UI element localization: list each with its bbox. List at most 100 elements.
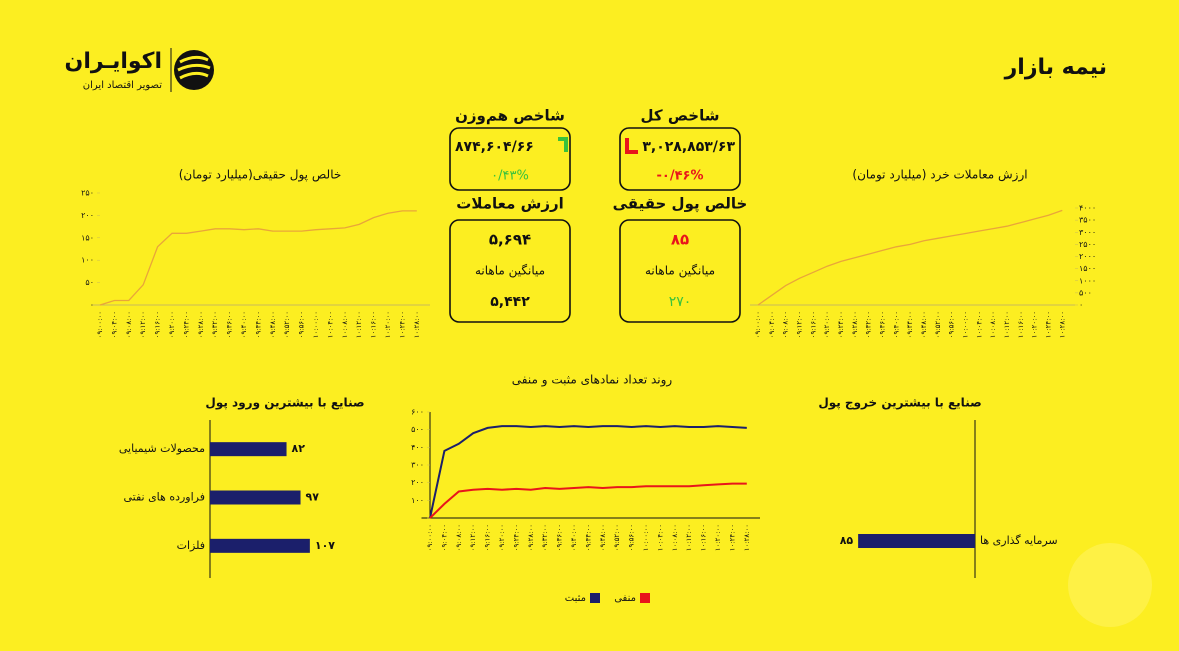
y-tick-label: ۲۵۰ <box>81 189 94 198</box>
y-tick-label: ۱۵۰۰ <box>1079 264 1096 273</box>
y-tick-label: ۰ <box>90 301 94 310</box>
x-tick-label: ۰۹:۲۰:۰۰ <box>823 311 831 338</box>
stat-label: شاخص کل <box>641 107 720 125</box>
category-label: فلزات <box>177 539 205 552</box>
chart-title: روند تعداد نمادهای مثبت و منفی <box>512 373 673 388</box>
x-tick-label: ۰۹:۰۸:۰۰ <box>782 311 790 338</box>
x-tick-label: ۱۰:۰۰:۰۰ <box>961 311 969 338</box>
y-tick-label: ۲۰۰ <box>81 211 94 220</box>
x-tick-label: ۰۹:۲۴:۰۰ <box>837 311 845 338</box>
x-tick-label: ۰۹:۴۴:۰۰ <box>254 311 262 338</box>
x-tick-label: ۰۹:۲۴:۰۰ <box>512 524 520 551</box>
x-tick-label: ۱۰:۲۸:۰۰ <box>413 311 421 338</box>
stat-label: خالص پول حقیقی <box>613 195 748 214</box>
x-tick-label: ۱۰:۱۶:۰۰ <box>700 524 708 551</box>
x-tick-label: ۰۹:۳۲:۰۰ <box>541 524 549 551</box>
watermark <box>1068 543 1152 627</box>
x-tick-label: ۱۰:۰۸:۰۰ <box>341 311 349 338</box>
y-tick-label: ۴۰۰۰ <box>1079 204 1096 213</box>
x-tick-label: ۰۹:۲۰:۰۰ <box>498 524 506 551</box>
y-tick-label: ۱۰۰ <box>81 256 94 265</box>
x-tick-label: ۰۹:۴۰:۰۰ <box>892 311 900 338</box>
x-tick-label: ۱۰:۰۴:۰۰ <box>975 311 983 338</box>
x-tick-label: ۰۹:۰۰:۰۰ <box>96 311 104 338</box>
x-tick-label: ۰۹:۱۶:۰۰ <box>809 311 817 338</box>
x-tick-label: ۱۰:۰۴:۰۰ <box>326 311 334 338</box>
stat-box <box>619 219 741 323</box>
x-tick-label: ۰۹:۰۴:۰۰ <box>440 524 448 551</box>
logo-icon <box>174 50 214 90</box>
stat-change: ۰/۴۳% <box>491 169 529 184</box>
x-tick-label: ۱۰:۱۲:۰۰ <box>1003 311 1011 338</box>
x-tick-label: ۰۹:۱۶:۰۰ <box>484 524 492 551</box>
x-tick-label: ۰۹:۲۰:۰۰ <box>168 311 176 338</box>
x-tick-label: ۰۹:۵۶:۰۰ <box>628 524 636 551</box>
stat-label: شاخص هم‌وزن <box>455 107 565 125</box>
x-tick-label: ۰۹:۰۸:۰۰ <box>125 311 133 338</box>
line <box>99 210 417 306</box>
y-tick-label: ۵۰۰ <box>1079 288 1092 297</box>
x-tick-label: ۰۹:۵۶:۰۰ <box>948 311 956 338</box>
stat-value: ۸۵ <box>671 231 689 249</box>
line <box>429 482 747 519</box>
legend-swatch <box>640 593 650 603</box>
legend-label: مثبت <box>565 593 586 604</box>
chart-title: خالص پول حقیقی(میلیارد تومان) <box>179 168 342 183</box>
stat-value: ۸۷۴,۶۰۴/۶۶ <box>455 139 534 155</box>
x-tick-label: ۱۰:۲۴:۰۰ <box>728 524 736 551</box>
value-label: ۸۵ <box>840 534 854 547</box>
chart-title: ارزش معاملات خرد (میلیارد تومان) <box>852 168 1027 183</box>
x-tick-label: ۰۹:۳۶:۰۰ <box>878 311 886 338</box>
y-tick-label: ۳۰۰۰ <box>1079 228 1096 237</box>
x-tick-label: ۰۹:۵۲:۰۰ <box>613 524 621 551</box>
y-tick-label: ۵۰ <box>85 278 94 287</box>
bar <box>210 442 287 457</box>
x-tick-label: ۰۹:۲۴:۰۰ <box>182 311 190 338</box>
x-tick-label: ۰۹:۳۲:۰۰ <box>865 311 873 338</box>
value-label: ۹۷ <box>306 491 320 504</box>
stat-box <box>449 127 571 191</box>
x-tick-label: ۰۹:۵۶:۰۰ <box>298 311 306 338</box>
page-title: نیمه بازار <box>1004 55 1107 80</box>
stat-box <box>449 219 571 323</box>
category-label: فراورده های نفتی <box>123 491 205 504</box>
y-tick-label: ۲۰۰۰ <box>1079 252 1096 261</box>
legend-swatch <box>590 593 600 603</box>
x-tick-label: ۰۹:۴۰:۰۰ <box>570 524 578 551</box>
x-tick-label: ۱۰:۱۲:۰۰ <box>685 524 693 551</box>
stat-average: ۵,۴۴۲ <box>490 294 530 310</box>
x-tick-label: ۱۰:۲۰:۰۰ <box>384 311 392 338</box>
chart-title: صنایع با بیشترین خروج پول <box>818 396 981 411</box>
x-tick-label: ۰۹:۴۸:۰۰ <box>920 311 928 338</box>
x-tick-label: ۱۰:۰۴:۰۰ <box>656 524 664 551</box>
stat-label: ارزش معاملات <box>456 195 563 213</box>
bar <box>858 534 975 548</box>
x-tick-label: ۰۹:۴۰:۰۰ <box>240 311 248 338</box>
x-tick-label: ۱۰:۲۰:۰۰ <box>714 524 722 551</box>
x-tick-label: ۱۰:۰۸:۰۰ <box>671 524 679 551</box>
x-tick-label: ۱۰:۱۶:۰۰ <box>1017 311 1025 338</box>
up-arrow <box>558 137 568 152</box>
legend-label: منفی <box>614 593 636 604</box>
stat-value: ۳,۰۲۸,۸۵۳/۶۳ <box>642 139 735 155</box>
x-tick-label: ۱۰:۰۸:۰۰ <box>989 311 997 338</box>
x-tick-label: ۱۰:۲۰:۰۰ <box>1031 311 1039 338</box>
stat-sublabel: میانگین ماهانه <box>475 264 545 279</box>
stat-value: ۵,۶۹۴ <box>489 231 531 249</box>
x-tick-label: ۱۰:۲۸:۰۰ <box>743 524 751 551</box>
x-tick-label: ۰۹:۴۴:۰۰ <box>584 524 592 551</box>
y-tick-label: ۲۵۰۰ <box>1079 240 1096 249</box>
stat-box <box>619 127 741 191</box>
category-label: محصولات شیمیایی <box>119 442 205 455</box>
logo-tagline: تصویر اقتصاد ایران <box>83 80 162 91</box>
x-tick-label: ۰۹:۰۴:۰۰ <box>110 311 118 338</box>
x-tick-label: ۰۹:۴۸:۰۰ <box>269 311 277 338</box>
value-label: ۸۲ <box>292 442 306 455</box>
x-tick-label: ۰۹:۱۲:۰۰ <box>469 524 477 551</box>
stat-sublabel: میانگین ماهانه <box>645 264 715 279</box>
y-tick-label: ۴۰۰ <box>411 443 424 452</box>
x-tick-label: ۰۹:۱۲:۰۰ <box>795 311 803 338</box>
